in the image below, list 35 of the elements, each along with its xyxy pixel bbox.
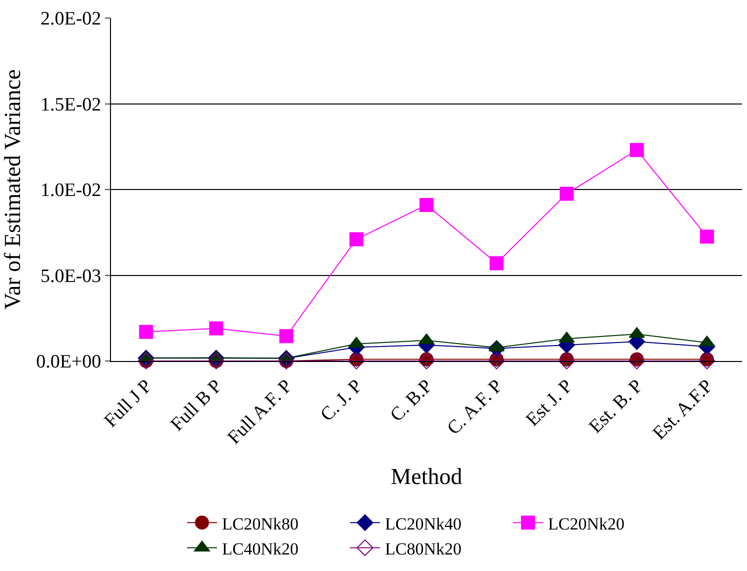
point [279,329,294,344]
x-tick-label: C. B.P [386,376,437,426]
y-axis-title: Var of Estimated Variance [0,69,25,310]
legend-label: LC20Nk80 [222,514,298,534]
point [700,230,714,244]
point [630,143,644,158]
point [139,324,154,339]
y-tick-label: 0.0E+00 [36,352,102,373]
y-tick-label: 2.0E-02 [40,8,102,30]
x-tick-label: Est J. P [522,376,577,431]
point [628,352,646,370]
point [698,352,716,370]
y-tick-label: 1.5E-02 [40,94,102,116]
point [209,321,224,336]
x-tick-label: Est. B. P [585,376,648,438]
x-tick-label: Full B P [166,376,226,436]
legend-label: LC40Nk20 [222,539,298,558]
point [490,256,504,270]
point [420,198,434,212]
point [349,232,364,246]
legend-label: LC20Nk40 [385,514,462,534]
point [418,352,435,370]
legend-label: LC20Nk20 [548,514,624,534]
y-tick-label: 1.0E-02 [40,180,102,202]
x-tick-label: C. J. P [316,376,367,426]
x-tick-label: Full A.F. P [224,376,297,448]
x-tick-label: Full J P [100,376,156,432]
point [348,352,365,370]
legend-label: LC80Nk20 [385,539,462,558]
x-tick-label: C. A.F. P [443,376,507,440]
x-axis-title: Method [390,464,463,490]
point [560,186,574,201]
y-tick-label: 5.0E-03 [40,266,102,287]
point [558,352,576,370]
point [488,352,505,370]
